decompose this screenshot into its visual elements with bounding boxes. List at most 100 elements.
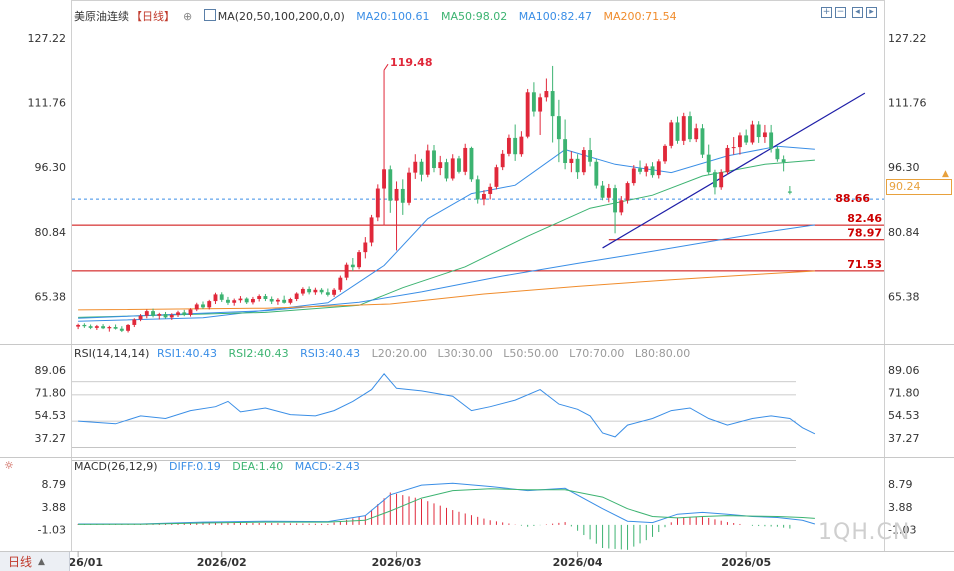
candle-body <box>151 311 155 316</box>
candle-body <box>450 158 455 179</box>
ma20-value: MA20:100.61 <box>356 10 430 23</box>
candle-body <box>594 161 599 186</box>
candle-body <box>719 172 724 188</box>
candle-body <box>706 154 711 173</box>
candle-body <box>300 288 305 294</box>
zoom-in-icon[interactable]: + <box>821 7 832 18</box>
candle-body <box>713 172 717 188</box>
candle-body <box>475 179 480 200</box>
candle-body <box>650 166 655 176</box>
candle-body <box>438 162 443 169</box>
watermark: 1QH.CN <box>818 520 911 545</box>
y-tick-label-left: 111.76 <box>28 97 67 110</box>
macd-tick-label-left: -1.03 <box>38 524 66 537</box>
candle-body <box>469 147 474 180</box>
candle-body <box>644 166 649 172</box>
candle-body <box>500 153 505 168</box>
ma200-value: MA200:71.54 <box>603 10 677 23</box>
candle-body <box>444 162 449 179</box>
candle-body <box>463 147 468 172</box>
ma-toggle-icon[interactable] <box>203 9 216 21</box>
rsi-levels: L20:20.00 L30:30.00 L50:50.00 L70:70.00 … <box>371 347 691 360</box>
candle-body <box>244 298 249 303</box>
candle-body <box>107 327 112 329</box>
rsi-tick-label-right: 71.80 <box>888 386 920 399</box>
rsi-tick-label-right: 37.27 <box>888 432 920 445</box>
candle-body <box>282 299 287 303</box>
candle-body <box>194 304 199 310</box>
candle-body <box>82 324 87 327</box>
candle-body <box>288 298 293 303</box>
indicator-settings-icon[interactable]: ☼ <box>4 459 14 472</box>
candle-body <box>350 264 355 268</box>
candle-body <box>263 296 268 299</box>
candle-body <box>494 167 499 187</box>
triangle-up-icon: ▲ <box>38 556 45 567</box>
diff-value: DIFF:0.19 <box>169 460 221 473</box>
candle-body <box>275 299 280 302</box>
candle-body <box>550 91 555 117</box>
scroll-right-icon[interactable]: ▸ <box>866 7 877 18</box>
support-line-label: 71.53 <box>847 258 882 271</box>
rsi-label: RSI(14,14,14) <box>74 347 150 360</box>
rsi-tick-label-right: 89.06 <box>888 364 920 377</box>
zoom-out-icon[interactable]: − <box>835 7 846 18</box>
trendline <box>602 92 866 249</box>
y-tick-label-right: 96.30 <box>888 161 920 174</box>
candle-body <box>488 186 493 194</box>
y-tick-label-right: 111.76 <box>888 97 927 110</box>
candle-body <box>201 304 205 308</box>
candle-body <box>207 301 212 308</box>
rsi3-value: RSI3:40.43 <box>300 347 361 360</box>
candle-body <box>94 326 99 328</box>
period-tab[interactable]: 日线 ▲ <box>0 552 70 571</box>
candle-body <box>325 292 330 295</box>
rsi-tick-label-left: 37.27 <box>35 432 67 445</box>
candle-body <box>101 326 106 329</box>
candle-body <box>625 183 630 201</box>
ma100-value: MA100:82.47 <box>518 10 592 23</box>
rsi-line <box>78 373 816 438</box>
period-label[interactable]: 【日线】 <box>131 10 175 23</box>
candle-body <box>762 132 767 138</box>
high-marker <box>383 63 389 71</box>
candle-body <box>163 314 168 318</box>
candle-body <box>251 298 255 303</box>
candle-body <box>307 288 312 293</box>
candle-body <box>744 135 749 143</box>
ma200-line <box>78 270 815 311</box>
candle-body <box>413 161 418 173</box>
macd-tick-label-right: -1.03 <box>888 524 916 537</box>
candle-body <box>619 200 624 213</box>
candle-body <box>313 289 318 293</box>
ma50-line <box>78 159 815 318</box>
y-tick-label-left: 127.22 <box>28 32 67 45</box>
candle-body <box>631 168 636 184</box>
candle-body <box>257 296 262 299</box>
candle-body <box>169 314 174 318</box>
candle-body <box>176 312 180 315</box>
candle-body <box>775 148 780 160</box>
candle-body <box>375 188 380 218</box>
candle-body <box>113 327 118 329</box>
settings-icon[interactable]: ⊕ <box>183 10 193 23</box>
candle-body <box>544 91 549 98</box>
candle-body <box>226 299 230 303</box>
candle-body <box>419 161 424 175</box>
rsi1-value: RSI1:40.43 <box>156 347 218 360</box>
current-price-box: 90.24 <box>886 179 952 195</box>
candle-body <box>219 294 224 300</box>
candle-body <box>382 169 386 189</box>
dea-value: DEA:1.40 <box>232 460 284 473</box>
macd-label: MACD(26,12,9) <box>74 460 158 473</box>
dea-line <box>78 488 815 525</box>
candle-body <box>731 147 736 149</box>
y-tick-label-left: 65.38 <box>35 291 67 304</box>
candle-body <box>506 137 511 154</box>
y-tick-label-left: 96.30 <box>35 161 67 174</box>
candle-body <box>344 264 349 278</box>
x-tick-label: 2026/02 <box>197 556 247 569</box>
scroll-left-icon[interactable]: ◂ <box>852 7 863 18</box>
candle-body <box>663 145 667 162</box>
